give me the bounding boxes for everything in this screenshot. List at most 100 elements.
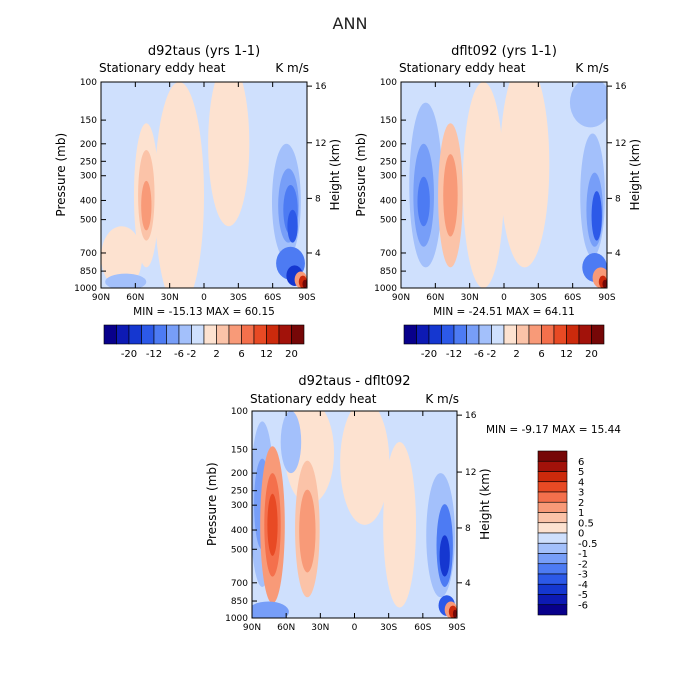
min-max-stats: MIN = -9.17 MAX = 15.44 — [486, 424, 621, 436]
y-tick-label: 1000 — [225, 614, 248, 624]
colorbar-label: 2 — [578, 498, 584, 509]
y-tick-label: 500 — [80, 216, 97, 226]
contour-region — [302, 279, 307, 288]
y-tick-label: 700 — [380, 249, 397, 259]
x-tick-label: 30S — [380, 623, 397, 633]
colorbar-swatch — [537, 471, 568, 483]
y-tick-label: 1000 — [74, 284, 97, 294]
min-max-stats: MIN = -24.51 MAX = 64.11 — [433, 306, 575, 318]
colorbar-swatch — [537, 522, 568, 534]
colorbar-swatch — [528, 324, 542, 345]
colorbar-label: 6 — [238, 349, 244, 360]
x-tick-label: 90N — [243, 623, 261, 633]
height-tick-label: 12 — [465, 468, 476, 478]
colorbar-swatch — [578, 324, 592, 345]
contour-region — [101, 82, 134, 247]
colorbar-swatch — [537, 573, 568, 585]
y-tick-label: 100 — [380, 78, 397, 88]
x-tick-label: 0 — [352, 623, 358, 633]
colorbar-swatch — [191, 324, 205, 345]
x-tick-label: 60N — [126, 293, 144, 303]
y-axis-label: Pressure (mb) — [205, 462, 219, 546]
contour-region — [252, 601, 289, 618]
height-tick-label: 4 — [615, 249, 621, 259]
colorbar-label: -5 — [578, 590, 588, 601]
colorbar-swatch — [441, 324, 455, 345]
colorbar-label: -0.5 — [578, 539, 598, 550]
colorbar-swatch — [416, 324, 430, 345]
colorbar-label: -6 — [174, 349, 184, 360]
plots-layer: d92taus (yrs 1-1) Stationary eddy heat K m… — [54, 44, 642, 633]
height-tick-label: 8 — [615, 194, 621, 204]
y-tick-label: 700 — [231, 579, 248, 589]
colorbar-swatch — [253, 324, 267, 345]
y-tick-label: 150 — [80, 116, 97, 126]
plot-subtitle-right: K m/s — [275, 61, 309, 75]
colorbar-swatch — [541, 324, 555, 345]
y-axis-label-right: Height (km) — [328, 139, 342, 210]
colorbar-label: -20 — [121, 349, 137, 360]
x-tick-label: 60S — [414, 623, 431, 633]
main-title: ANN — [333, 14, 368, 33]
colorbar-swatch — [141, 324, 155, 345]
colorbar-label: 6 — [578, 457, 584, 468]
y-tick-label: 850 — [80, 267, 97, 277]
colorbar-swatch — [566, 324, 580, 345]
y-tick-label: 150 — [380, 116, 397, 126]
y-tick-label: 250 — [380, 157, 397, 167]
plot-title: d92taus (yrs 1-1) — [148, 44, 260, 59]
x-tick-label: 30N — [161, 293, 179, 303]
colorbar-swatch — [291, 324, 305, 345]
field-p1 — [101, 82, 307, 288]
colorbar-swatch — [537, 563, 568, 575]
contour-region — [280, 411, 302, 474]
x-tick-label: 90S — [598, 293, 615, 303]
colorbar-swatch — [537, 532, 568, 544]
colorbar-swatch — [266, 324, 280, 345]
colorbar-label: 0.5 — [578, 518, 594, 529]
contour-region — [287, 209, 298, 243]
contour-region — [299, 489, 316, 573]
y-tick-label: 300 — [80, 172, 97, 182]
colorbar-swatch — [537, 460, 568, 472]
contour-region — [499, 82, 550, 268]
colorbar-swatch — [178, 324, 192, 345]
colorbar-label: 6 — [538, 349, 544, 360]
height-tick-label: 16 — [615, 82, 627, 92]
colorbar-swatch — [553, 324, 567, 345]
colorbar-label: 2 — [213, 349, 219, 360]
x-tick-label: 30S — [530, 293, 547, 303]
height-tick-label: 16 — [315, 82, 327, 92]
colorbar-swatch — [537, 512, 568, 524]
colorbar-swatch — [537, 501, 568, 513]
colorbar-swatch — [203, 324, 217, 345]
colorbar-swatch — [153, 324, 167, 345]
colorbar-label: 5 — [578, 467, 584, 478]
colorbar-label: -12 — [146, 349, 162, 360]
y-tick-label: 400 — [231, 526, 248, 536]
colorbar-label: -6 — [474, 349, 484, 360]
y-tick-label: 250 — [231, 487, 248, 497]
x-tick-label: 30N — [311, 623, 329, 633]
contour-region — [443, 154, 458, 237]
colorbar-label: 12 — [260, 349, 273, 360]
colorbar-swatch — [453, 324, 467, 345]
y-tick-label: 1000 — [374, 284, 397, 294]
colorbar-swatch — [128, 324, 142, 345]
colorbar-swatch — [503, 324, 517, 345]
colorbar-swatch — [537, 491, 568, 503]
colorbar-swatch — [166, 324, 180, 345]
colorbar-swatch — [466, 324, 480, 345]
colorbar-label: 1 — [578, 508, 584, 519]
colorbar-label: 4 — [578, 477, 584, 488]
colorbar-swatch — [278, 324, 292, 345]
contour-region — [417, 176, 430, 227]
y-axis-label-right: Height (km) — [478, 468, 492, 539]
colorbar-swatch — [116, 324, 130, 345]
colorbar-label: -1 — [578, 549, 588, 560]
plot-subtitle-left: Stationary eddy heat — [250, 392, 377, 406]
y-axis-label-right: Height (km) — [628, 139, 642, 210]
plot-subtitle-left: Stationary eddy heat — [399, 61, 526, 75]
